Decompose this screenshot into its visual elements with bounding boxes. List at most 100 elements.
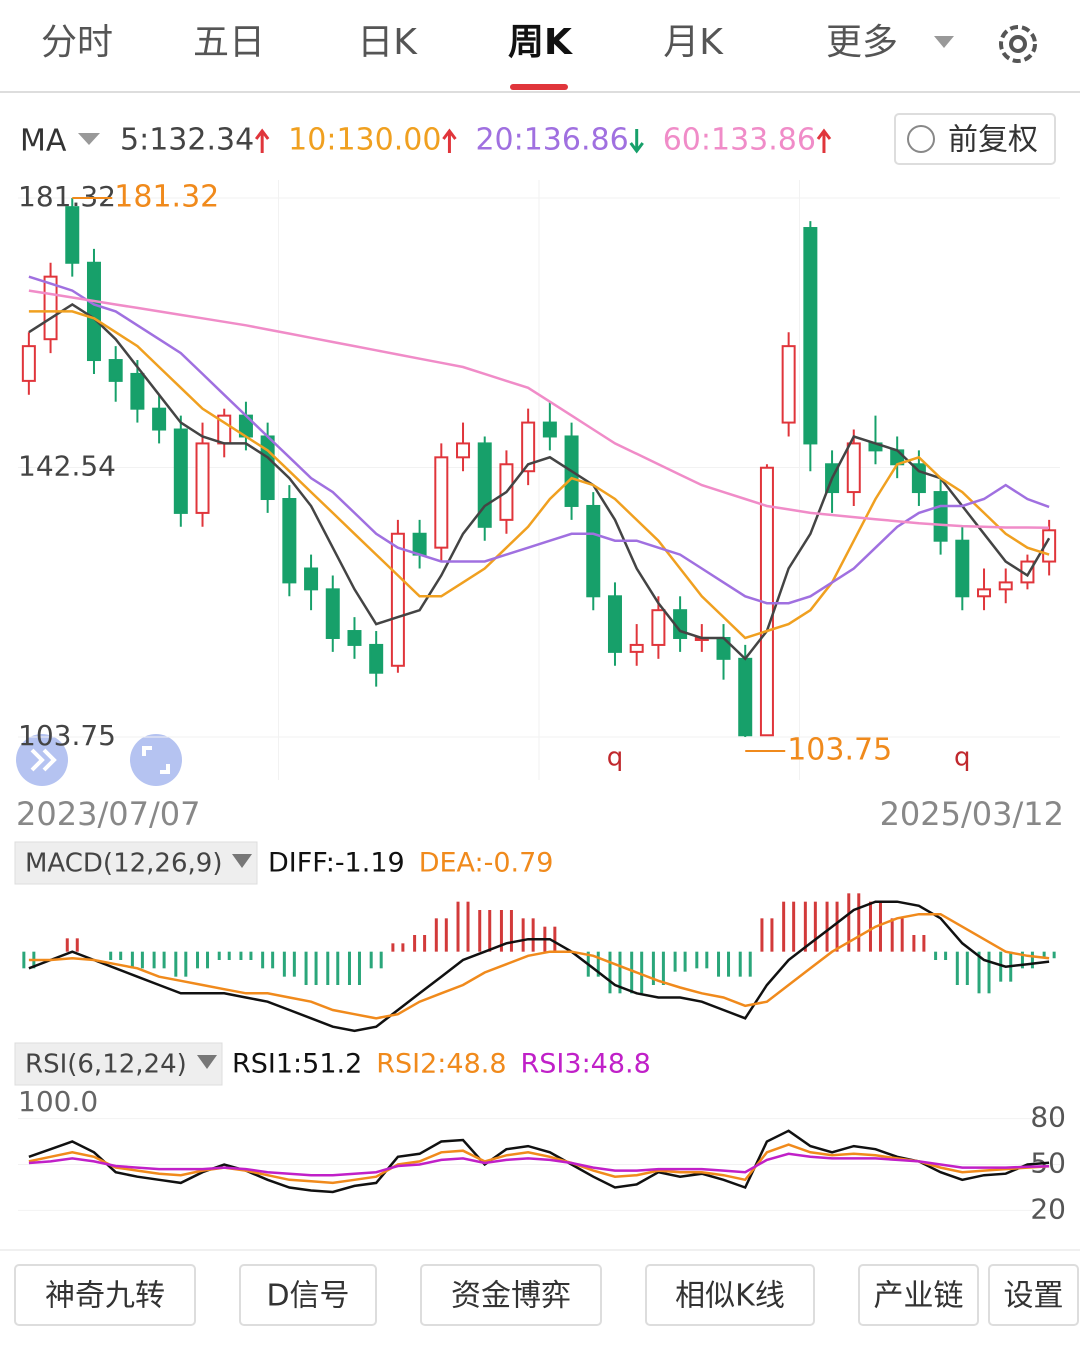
candle-body <box>347 630 362 646</box>
macd-line <box>28 912 1050 1020</box>
fullscreen-glyph <box>142 746 170 774</box>
ma-dropdown[interactable] <box>78 133 100 145</box>
candle-body <box>456 442 471 459</box>
candle-body <box>933 491 948 542</box>
candle-body <box>586 504 601 598</box>
trend-arrow <box>442 128 457 153</box>
ma-line <box>28 289 1050 530</box>
candle-body <box>412 532 427 556</box>
legend-entry: 10:130.00 <box>288 123 441 158</box>
legend-entry: 20:136.86 <box>475 123 628 158</box>
legend-entry: RSI1:51.2 <box>232 1049 362 1080</box>
rsi-line <box>28 1143 1050 1185</box>
rsi-dropdown <box>197 1055 217 1069</box>
candle-body <box>998 581 1013 591</box>
tool-button[interactable] <box>645 1264 815 1326</box>
candle-body <box>977 588 992 598</box>
rsi-line <box>28 1152 1050 1177</box>
legend-entry: DEA:-0.79 <box>419 848 554 879</box>
indicator-title: RSI(6,12,24) <box>25 1050 187 1080</box>
tab[interactable]: 月K <box>663 22 724 63</box>
indicator-title: MACD(12,26,9) <box>25 849 222 879</box>
tool-button[interactable] <box>858 1264 979 1326</box>
tool-button-label: 资金博弈 <box>451 1279 571 1314</box>
legend-entry: DIFF:-1.19 <box>268 848 405 879</box>
gear-inner <box>1009 35 1027 53</box>
legend-entry: 5:132.34 <box>120 123 254 158</box>
candle-body <box>86 261 101 362</box>
end-date: 2025/03/12 <box>880 795 1064 833</box>
ma-label[interactable]: MA <box>20 124 67 159</box>
tool-button-label: 相似K线 <box>675 1279 785 1314</box>
candle-body <box>434 456 449 549</box>
candle-body <box>369 643 384 674</box>
candle-body <box>130 372 145 410</box>
ma-line <box>28 303 1051 661</box>
y-tick-label: 20 <box>1030 1192 1066 1225</box>
trend-arrow <box>816 128 832 153</box>
more-arrow <box>934 36 954 48</box>
candle-body <box>846 442 861 494</box>
candle-body <box>260 435 275 501</box>
y-max-label: 100.0 <box>18 1085 98 1118</box>
trend-arrow <box>629 129 644 154</box>
macd-selector[interactable] <box>14 841 258 885</box>
tab[interactable]: 周K <box>508 22 573 63</box>
expand-glyph <box>30 748 57 772</box>
y-tick-label: 142.54 <box>18 449 116 482</box>
tab[interactable]: 日K <box>357 22 418 63</box>
legend-entry: RSI2:48.8 <box>376 1049 506 1080</box>
tool-button-label: 设置 <box>1004 1279 1064 1314</box>
tool-button[interactable] <box>988 1264 1079 1326</box>
legend-entry: RSI3:48.8 <box>521 1049 651 1080</box>
candle-body <box>390 532 405 667</box>
candle-body <box>108 359 123 382</box>
candle-body <box>21 345 36 382</box>
tab[interactable]: 分时 <box>41 22 113 63</box>
annotation: 103.75 <box>787 733 892 768</box>
candle-body <box>152 407 167 431</box>
candle-body <box>803 227 818 445</box>
candle-body <box>304 567 319 591</box>
trend-arrow <box>254 128 270 153</box>
ma-line <box>28 310 1050 640</box>
adjust-label: 前复权 <box>948 123 1038 158</box>
tool-button-label: 神奇九转 <box>45 1279 165 1314</box>
candle-body <box>955 539 970 598</box>
y-tick-label: 103.75 <box>18 719 116 752</box>
candle-body <box>738 657 753 737</box>
tool-button-label: 产业链 <box>874 1279 964 1314</box>
annotation: q <box>954 743 971 773</box>
annotation: 181.32 <box>114 180 219 215</box>
rsi-line <box>28 1129 1050 1194</box>
candle-body <box>651 609 666 646</box>
candle-body <box>629 643 644 653</box>
candle-body <box>781 345 796 424</box>
candle-body <box>325 588 340 639</box>
y-tick-label: 80 <box>1030 1101 1066 1134</box>
tool-button[interactable] <box>420 1264 602 1326</box>
macd-dropdown <box>232 854 252 868</box>
candle-body <box>195 442 210 514</box>
fullscreen-icon[interactable] <box>130 734 182 786</box>
candle-body <box>542 421 557 438</box>
tab[interactable]: 五日 <box>193 22 265 63</box>
start-date: 2023/07/07 <box>16 795 200 833</box>
tool-button[interactable] <box>14 1264 196 1326</box>
candle-body <box>607 595 622 653</box>
macd-line <box>28 900 1050 1033</box>
tab[interactable]: 更多 <box>826 22 898 63</box>
candle-body <box>65 206 80 264</box>
candle-body <box>477 442 492 528</box>
candle-body <box>282 498 297 584</box>
tool-button[interactable] <box>239 1264 377 1326</box>
candle-body <box>521 421 536 473</box>
candle-body <box>173 428 188 514</box>
gear-outer <box>999 25 1037 63</box>
rsi-selector[interactable] <box>14 1042 223 1086</box>
annotation: q <box>607 743 624 773</box>
adjust-button[interactable] <box>894 113 1056 165</box>
settings-icon[interactable] <box>999 25 1037 63</box>
